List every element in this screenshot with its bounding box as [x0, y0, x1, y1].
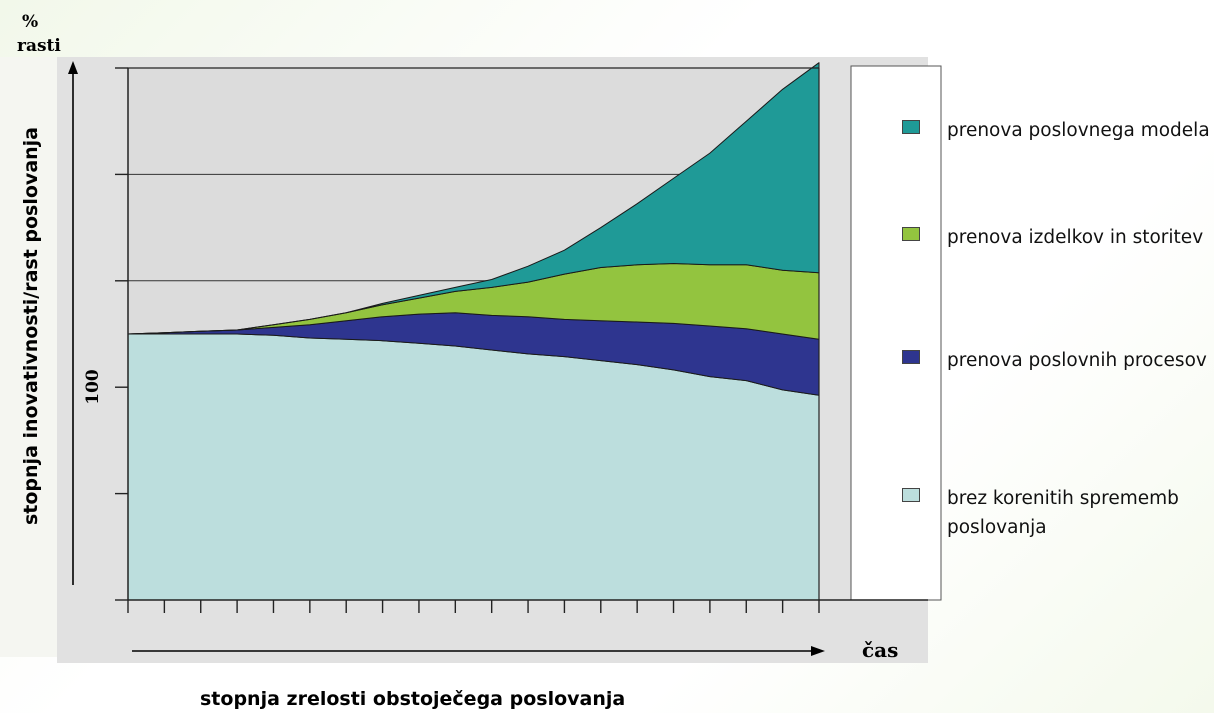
area-series	[127, 62, 820, 601]
time-label: čas	[862, 638, 899, 662]
legend-swatch	[902, 488, 920, 502]
legend-box	[850, 65, 942, 601]
legend-swatch	[902, 227, 920, 241]
legend-label: prenova izdelkov in storitev	[947, 227, 1204, 248]
legend-swatch	[902, 350, 920, 364]
y-axis-title: stopnja inovativnosti/rast poslovanja	[20, 126, 42, 526]
x-arrow-head	[811, 646, 825, 656]
ylabel-panel	[0, 57, 57, 657]
y-arrow-head	[68, 61, 78, 74]
percent-label: %	[22, 12, 39, 32]
axis-ticks	[115, 67, 820, 613]
legend-label: prenova poslovnih procesov	[947, 350, 1207, 371]
x-axis-title: stopnja zrelosti obstoječega poslovanja	[200, 688, 626, 710]
legend-label: brez korenitih sprememb poslovanja	[947, 488, 1179, 538]
growth-label: rasti	[17, 36, 61, 56]
legend-swatch	[902, 120, 920, 134]
legend-label: prenova poslovnega modela	[947, 120, 1210, 141]
hundred-tick-label: 100	[83, 369, 103, 405]
